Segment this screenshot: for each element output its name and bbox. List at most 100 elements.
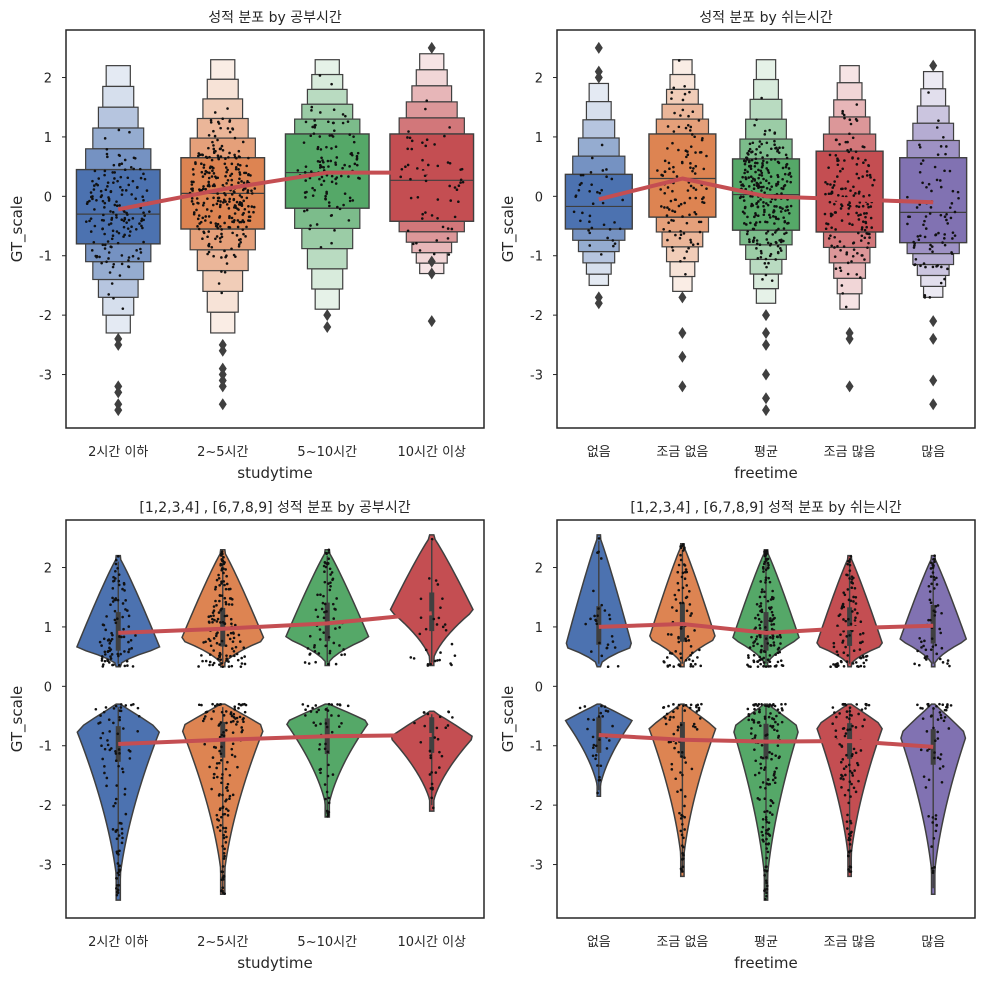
- swarm-point: [843, 734, 847, 738]
- swarm-point: [198, 222, 201, 225]
- swarm-point: [91, 179, 94, 183]
- swarm-point: [335, 597, 338, 600]
- swarm-point: [127, 650, 130, 654]
- swarm-point: [935, 178, 939, 182]
- swarm-point: [349, 152, 353, 156]
- swarm-point: [774, 217, 778, 220]
- swarm-point: [833, 202, 836, 206]
- swarm-point: [771, 637, 775, 640]
- swarm-point: [428, 577, 431, 580]
- swarm-point: [93, 224, 97, 228]
- swarm-point: [114, 801, 117, 805]
- swarm-point: [842, 629, 845, 633]
- swarm-point: [743, 171, 746, 175]
- swarm-point: [436, 583, 440, 586]
- swarm-point: [134, 227, 138, 231]
- swarm-point: [757, 721, 761, 724]
- swarm-point: [680, 833, 684, 837]
- swarm-point: [841, 604, 844, 607]
- swarm-point: [868, 236, 871, 239]
- swarm-point: [111, 171, 115, 174]
- boxen-level-upper: [753, 78, 779, 100]
- swarm-point: [862, 161, 865, 165]
- swarm-point: [330, 730, 334, 734]
- swarm-point: [318, 768, 322, 772]
- swarm-point: [335, 156, 339, 159]
- swarm-point: [860, 226, 864, 229]
- swarm-point: [324, 194, 327, 198]
- swarm-point: [677, 59, 681, 62]
- swarm-point: [430, 796, 433, 800]
- swarm-point: [923, 639, 926, 643]
- swarm-point: [237, 181, 240, 185]
- swarm-point: [230, 172, 234, 176]
- swarm-point: [746, 215, 749, 219]
- swarm-point: [765, 167, 768, 170]
- swarm-point: [219, 621, 222, 624]
- swarm-point: [235, 652, 239, 656]
- swarm-point: [204, 219, 207, 222]
- swarm-point: [764, 787, 767, 790]
- swarm-point: [231, 640, 235, 643]
- swarm-point: [836, 157, 839, 161]
- swarm-point: [190, 200, 194, 203]
- swarm-point: [764, 273, 768, 277]
- boxen-level-upper: [419, 53, 445, 71]
- y-tick-label: -2: [39, 799, 52, 814]
- boxen-level-upper: [411, 85, 453, 103]
- swarm-point: [224, 193, 227, 197]
- swarm-point: [115, 204, 119, 208]
- boxen-level-lower: [912, 252, 955, 266]
- chart-title: 성적 분포 by 쉬는시간: [699, 10, 833, 26]
- swarm-point: [214, 746, 218, 749]
- swarm-point: [676, 581, 680, 585]
- swarm-point: [936, 737, 940, 740]
- swarm-point: [438, 766, 441, 769]
- swarm-point: [935, 576, 938, 580]
- swarm-point: [683, 546, 686, 550]
- swarm-point: [141, 195, 144, 199]
- swarm-point: [683, 795, 687, 798]
- swarm-point: [666, 665, 670, 668]
- x-tick-label: 2시간 이하: [88, 935, 148, 950]
- swarm-point: [830, 191, 834, 195]
- swarm-point: [769, 724, 772, 728]
- swarm-point: [865, 211, 868, 215]
- swarm-point: [689, 184, 693, 188]
- swarm-point: [238, 171, 241, 174]
- swarm-point: [220, 662, 224, 665]
- swarm-point: [681, 215, 684, 218]
- swarm-point: [779, 249, 783, 252]
- swarm-point: [683, 577, 687, 580]
- swarm-point: [317, 652, 321, 655]
- swarm-point: [212, 144, 215, 147]
- swarm-point: [785, 180, 789, 183]
- swarm-point: [333, 229, 336, 232]
- swarm-point: [849, 189, 852, 192]
- swarm-point: [304, 179, 308, 182]
- swarm-point: [105, 776, 109, 780]
- outlier-point: [845, 332, 854, 345]
- swarm-point: [142, 211, 145, 214]
- swarm-point: [927, 618, 930, 622]
- swarm-point: [228, 774, 232, 777]
- swarm-point: [247, 204, 250, 208]
- swarm-point: [764, 578, 768, 582]
- swarm-point: [342, 203, 345, 207]
- swarm-point: [843, 793, 847, 797]
- swarm-point: [854, 595, 858, 599]
- swarm-point: [325, 725, 329, 729]
- swarm-point: [219, 126, 222, 130]
- swarm-point: [107, 223, 111, 226]
- swarm-point: [933, 578, 936, 581]
- swarm-point: [406, 163, 410, 167]
- swarm-point: [956, 190, 960, 194]
- swarm-point: [316, 615, 320, 619]
- swarm-point: [705, 154, 708, 158]
- swarm-point: [696, 703, 700, 707]
- swarm-point: [851, 610, 854, 613]
- swarm-point: [102, 637, 106, 641]
- swarm-point: [766, 842, 770, 846]
- swarm-point: [861, 175, 864, 178]
- swarm-point: [406, 229, 410, 233]
